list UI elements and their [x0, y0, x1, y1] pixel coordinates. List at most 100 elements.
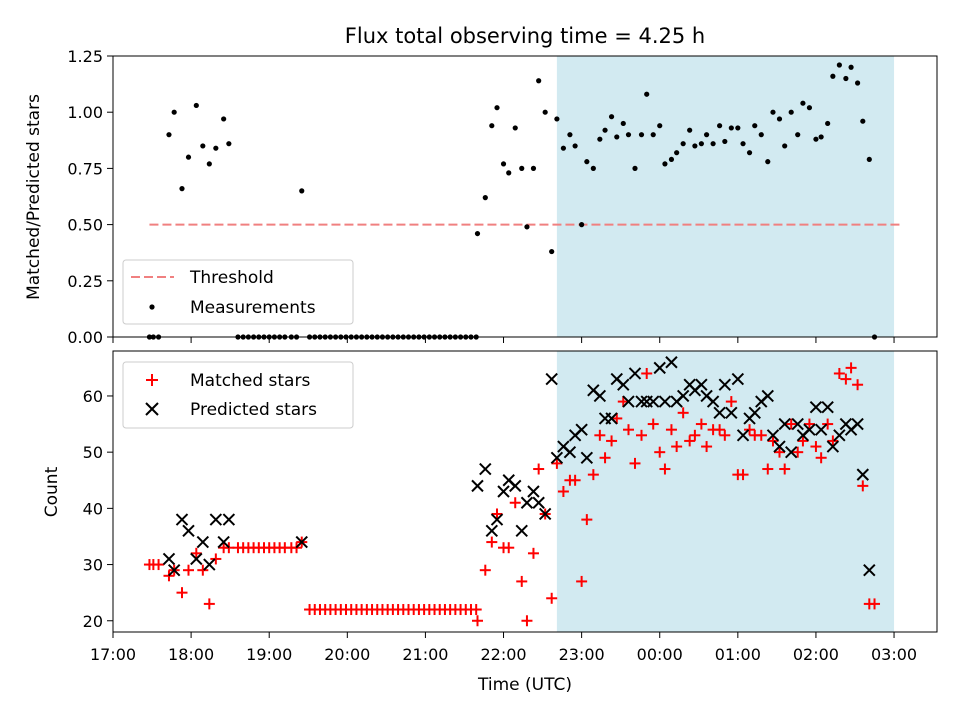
measurement-point	[740, 141, 746, 147]
predicted-star-point	[856, 468, 870, 481]
measurement-point	[185, 154, 192, 160]
matched-star-point	[581, 514, 593, 526]
matched-star-point	[719, 429, 731, 441]
matched-star-point	[815, 452, 827, 464]
matched-star-point	[659, 463, 671, 475]
measurement-point	[572, 143, 578, 149]
predicted-star-point	[622, 395, 635, 408]
measurement-point	[597, 136, 603, 142]
measurement-point	[584, 159, 590, 165]
predicted-star-point	[617, 378, 630, 391]
measurement-point	[806, 105, 813, 111]
matched-star-point	[153, 559, 165, 571]
matched-star-point	[606, 435, 618, 447]
matched-star-point	[629, 457, 641, 469]
top-panel: 0.00 0.25 0.50 0.75 1.00 1.25 Matched/Predict…	[24, 47, 938, 347]
predicted-star-point	[653, 361, 666, 375]
predicted-star-point	[784, 445, 798, 459]
predicted-star-point	[485, 524, 499, 538]
measurement-point	[482, 195, 488, 201]
predicted-star-point	[676, 389, 690, 403]
bottom-highlight-band	[556, 351, 895, 632]
measurement-point	[830, 73, 836, 79]
x-tick-label: 20:00	[324, 645, 370, 664]
measurement-point	[735, 125, 741, 131]
matched-star-point	[190, 547, 202, 559]
x-tick-label: 01:00	[715, 645, 761, 664]
measurement-point	[860, 118, 866, 124]
matched-star-point	[714, 424, 726, 436]
predicted-star-point	[791, 417, 804, 431]
measurement-point	[179, 186, 185, 192]
predicted-star-point	[605, 412, 618, 425]
matched-star-point	[845, 362, 857, 374]
bottom-y-tick-label: 30	[83, 556, 103, 575]
measurement-point	[200, 143, 206, 149]
measurement-point	[614, 134, 620, 140]
matched-star-point	[869, 598, 881, 610]
figure-title: Flux total observing time = 4.25 h	[345, 24, 705, 48]
x-tick-label: 19:00	[246, 645, 292, 664]
x-tick-label: 03:00	[871, 645, 917, 664]
matched-star-point	[594, 429, 606, 441]
measurement-point	[638, 132, 645, 138]
predicted-star-point	[809, 400, 823, 414]
bottom-y-axis-label: Count	[42, 466, 62, 517]
predicted-star-point	[593, 389, 607, 403]
measurement-point	[818, 134, 824, 140]
measurement-point	[795, 132, 801, 138]
predicted-star-point	[479, 462, 492, 476]
bottom-axes-frame	[112, 350, 938, 633]
matched-star-point	[516, 575, 528, 587]
measurement-point	[703, 132, 710, 138]
legend-matched-label: Matched stars	[190, 371, 310, 391]
predicted-star-point	[497, 485, 510, 498]
predicted-star-point	[658, 395, 672, 408]
predicted-star-point	[509, 479, 522, 493]
matched-star-point	[767, 435, 779, 447]
top-y-axis-label: Matched/Predicted stars	[24, 94, 44, 300]
matched-star-point	[569, 474, 581, 486]
bottom-y-tick-label: 40	[83, 499, 103, 518]
predicted-star-point	[713, 406, 726, 420]
predicted-star-point	[665, 356, 678, 369]
x-tick-label: 00:00	[637, 645, 683, 664]
top-y-tick-label: 1.00	[67, 103, 103, 122]
matched-star-point	[611, 412, 623, 424]
measurement-point	[489, 123, 495, 129]
predicted-star-point	[222, 513, 236, 526]
measurement-point	[668, 156, 675, 163]
matched-star-point	[810, 441, 822, 453]
measurement-point	[657, 123, 663, 129]
matched-star-point	[725, 396, 737, 408]
matched-star-point	[557, 486, 569, 497]
matched-star-point	[689, 429, 701, 441]
bottom-legend-box	[122, 361, 354, 429]
matched-star-point	[654, 446, 666, 458]
matched-star-point	[822, 418, 834, 430]
measurement-point	[506, 170, 512, 176]
predicted-star-point	[520, 496, 534, 509]
predicted-star-point	[778, 417, 791, 431]
matched-star-point	[176, 587, 188, 599]
predicted-star-point	[162, 552, 176, 566]
matched-star-point	[521, 615, 533, 627]
matched-star-point	[773, 446, 785, 458]
bottom-x-ticks: 17:00 18:00 19:00 20:00 21:00 22:00 23:00 00:00…	[90, 632, 917, 664]
predicted-star-point	[515, 524, 528, 538]
x-tick-label: 22:00	[480, 645, 526, 664]
measurement-point	[800, 100, 806, 106]
predicted-star-point	[863, 563, 876, 577]
measurement-point	[680, 141, 686, 147]
measurement-point	[560, 145, 567, 151]
measurement-point	[524, 224, 530, 230]
matched-star-point	[197, 564, 209, 576]
matched-star-point	[587, 469, 599, 481]
matched-star-point	[737, 469, 749, 481]
measurement-point	[644, 91, 650, 97]
measurement-point	[758, 132, 764, 138]
predicted-star-point	[580, 451, 594, 464]
measurement-point	[728, 125, 734, 131]
x-tick-label: 18:00	[168, 645, 214, 664]
